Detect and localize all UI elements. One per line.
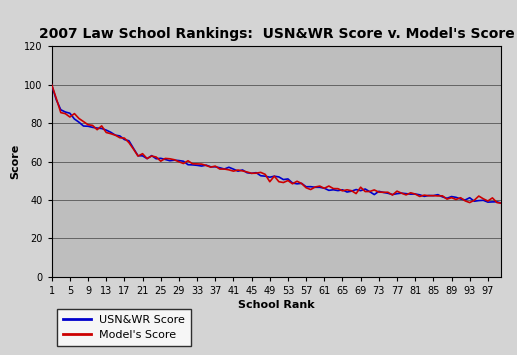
Y-axis label: Score: Score [10, 144, 20, 179]
Model's Score [153, 155, 159, 159]
Model's Score [280, 180, 286, 185]
Model's Score [498, 201, 505, 205]
Line: Model's Score: Model's Score [52, 84, 501, 203]
USN&WR Score [476, 198, 482, 203]
USN&WR Score [316, 185, 323, 190]
USN&WR Score [462, 198, 468, 202]
Model's Score [316, 184, 323, 188]
USN&WR Score [153, 157, 159, 161]
Line: USN&WR Score: USN&WR Score [52, 85, 501, 203]
USN&WR Score [49, 83, 55, 87]
USN&WR Score [498, 201, 505, 206]
Model's Score [476, 194, 482, 198]
Model's Score [49, 82, 55, 87]
X-axis label: School Rank: School Rank [238, 300, 315, 310]
USN&WR Score [280, 178, 286, 182]
Model's Score [135, 154, 141, 158]
USN&WR Score [135, 154, 141, 158]
Model's Score [462, 199, 468, 203]
Title: 2007 Law School Rankings:  USN&WR Score v. Model's Score: 2007 Law School Rankings: USN&WR Score v… [39, 27, 514, 41]
Legend: USN&WR Score, Model's Score: USN&WR Score, Model's Score [57, 309, 191, 346]
